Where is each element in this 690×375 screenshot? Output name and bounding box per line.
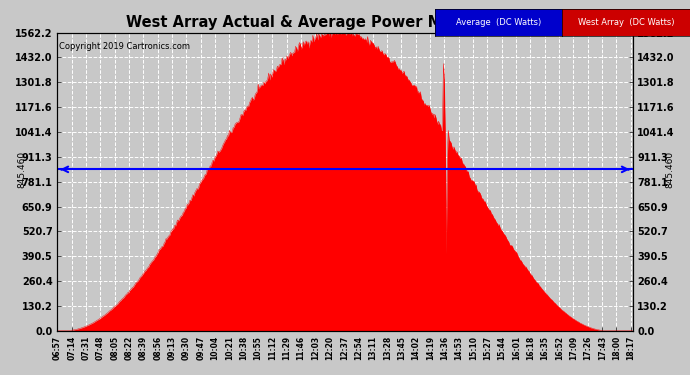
- Text: Copyright 2019 Cartronics.com: Copyright 2019 Cartronics.com: [59, 42, 190, 51]
- Text: 845.460: 845.460: [17, 151, 26, 188]
- Text: Average  (DC Watts): Average (DC Watts): [456, 18, 541, 27]
- Text: West Array  (DC Watts): West Array (DC Watts): [578, 18, 674, 27]
- Text: 845.460: 845.460: [665, 151, 674, 188]
- Title: West Array Actual & Average Power Mon Oct 7 18:26: West Array Actual & Average Power Mon Oc…: [126, 15, 564, 30]
